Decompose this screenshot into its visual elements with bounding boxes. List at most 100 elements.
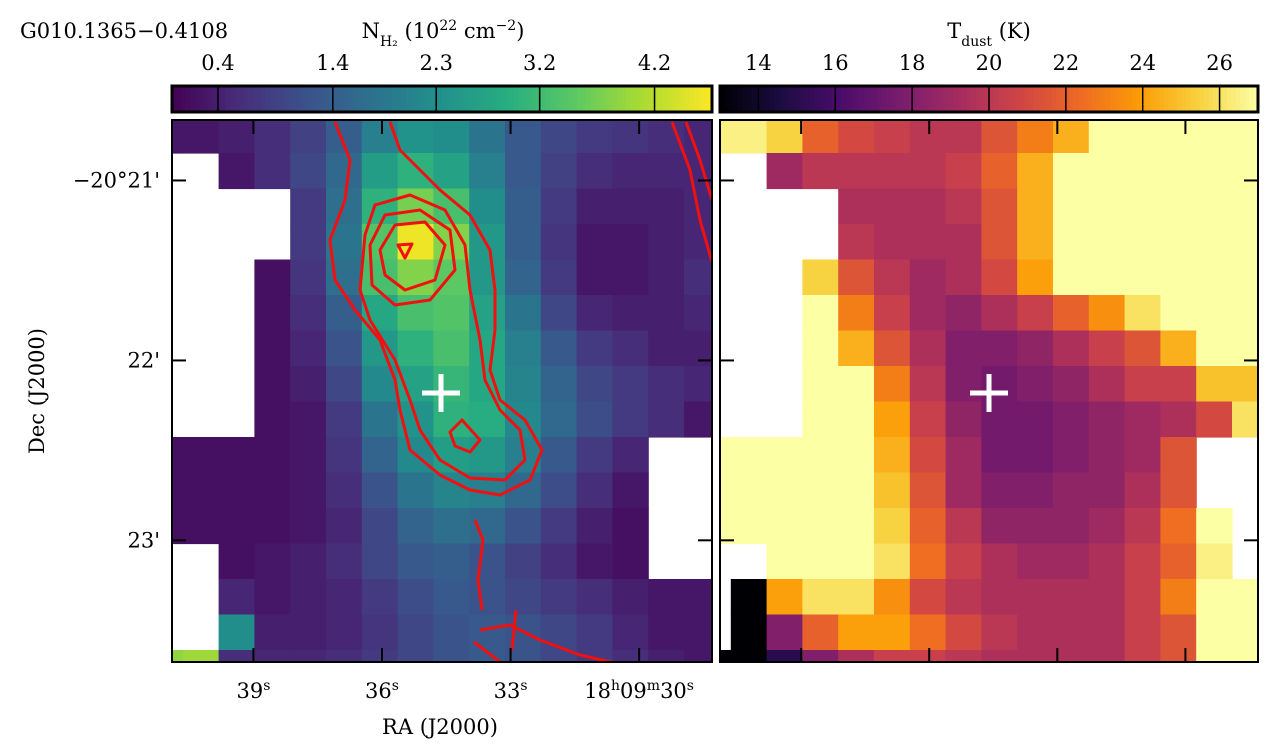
pixel: [254, 543, 291, 580]
colorbar-segment: [298, 86, 303, 112]
colorbar-segment: [1047, 86, 1053, 112]
contours: [328, 121, 712, 662]
colorbar-label: NH₂ (1022 cm−2): [362, 18, 525, 50]
colorbar-segment: [199, 86, 204, 112]
pixel: [172, 472, 184, 509]
colorbar-label-part: T: [947, 19, 961, 43]
pixel: [720, 120, 732, 154]
pixel: [326, 153, 363, 190]
pixel: [1017, 153, 1054, 190]
pixel: [1053, 614, 1090, 651]
pixel: [802, 508, 839, 545]
pixel: [1232, 259, 1258, 296]
colorbar-segment: [728, 86, 734, 112]
colorbar-segment: [778, 86, 784, 112]
pixel: [505, 650, 542, 662]
pixel: [505, 259, 542, 296]
pixel: [838, 188, 875, 225]
pixel: [182, 508, 220, 545]
pixel: [612, 295, 649, 332]
pixel: [684, 401, 712, 438]
pixel: [1160, 614, 1197, 651]
x-axis-label: RA (J2000): [382, 715, 498, 739]
colorbar-segment: [226, 86, 231, 112]
colorbar-segment: [473, 86, 479, 112]
pixel: [1124, 295, 1161, 332]
pixel: [290, 153, 327, 190]
pixel: [1160, 330, 1197, 367]
pixel: [254, 579, 291, 616]
pixel: [909, 295, 947, 332]
contour: [378, 220, 447, 292]
pixel: [1160, 579, 1197, 616]
colorbar-segment: [356, 86, 362, 112]
colorbar-segment: [885, 86, 891, 112]
pixel: [505, 508, 542, 545]
colorbar-segment: [235, 86, 240, 112]
colorbar-segment: [1020, 86, 1026, 112]
pixel: [730, 120, 768, 154]
pixel: [254, 614, 291, 651]
pixel: [1053, 188, 1090, 225]
pixel: [648, 330, 685, 367]
contour: [670, 121, 712, 263]
pixel: [326, 259, 363, 296]
pixel: [1196, 543, 1233, 580]
pixel: [909, 366, 947, 403]
pixel: [945, 120, 982, 154]
colorbar-segment: [1136, 86, 1142, 112]
pixel: [540, 650, 578, 662]
pixel: [326, 543, 363, 580]
pixel: [909, 543, 947, 580]
pixel: [1160, 543, 1197, 580]
colorbar-segment: [939, 86, 945, 112]
pixel: [1196, 366, 1233, 403]
pixel: [218, 650, 255, 662]
pixel: [540, 437, 578, 474]
pixel: [254, 508, 291, 545]
pixel: [540, 543, 578, 580]
pixel: [1124, 650, 1161, 662]
colorbar-segment: [415, 86, 420, 112]
pixel: [540, 330, 578, 367]
colorbar-label-part: −2: [496, 18, 517, 34]
pixel: [1017, 366, 1054, 403]
pixel: [1160, 153, 1197, 190]
pixel: [1017, 543, 1054, 580]
colorbar-segment: [818, 86, 824, 112]
colorbar-segment: [284, 86, 290, 112]
colorbar-segment: [787, 86, 793, 112]
pixel: [1088, 259, 1126, 296]
colorbar-segment: [694, 86, 699, 112]
pixel: [612, 259, 649, 296]
pixel: [290, 330, 327, 367]
x-tick-label: 18h09m30s: [584, 678, 694, 703]
colorbar-segment: [658, 86, 663, 112]
colorbar-segment: [1168, 86, 1174, 112]
colorbar-segment: [814, 86, 820, 112]
pixel: [945, 401, 982, 438]
colorbar-segment: [532, 86, 537, 112]
pixel: [433, 120, 470, 154]
colorbar-segment: [446, 86, 452, 112]
pixel: [684, 259, 712, 296]
pixel: [326, 579, 363, 616]
colorbar-tick-label: 14: [745, 51, 772, 75]
pixel: [838, 330, 875, 367]
pixel: [909, 579, 947, 616]
colorbar-segment: [1105, 86, 1111, 112]
colorbar-segment: [338, 86, 344, 112]
colorbar-segment: [1145, 86, 1151, 112]
pixel: [648, 650, 685, 662]
colorbar-segment: [203, 86, 209, 112]
pixel: [612, 543, 649, 580]
pixel: [1053, 330, 1090, 367]
colorbar-segment: [1123, 86, 1129, 112]
colorbar-segment: [1163, 86, 1169, 112]
pixel: [1160, 295, 1197, 332]
pixel: [1232, 614, 1258, 651]
pixel: [469, 188, 506, 225]
colorbar-segment: [419, 86, 425, 112]
pixel: [1017, 401, 1054, 438]
pixel: [1124, 188, 1161, 225]
